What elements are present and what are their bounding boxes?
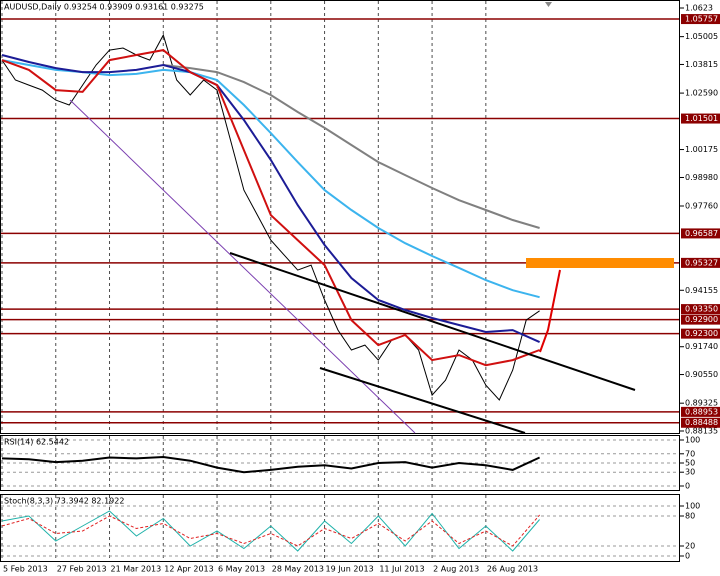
level-label-bg bbox=[681, 228, 720, 239]
channel-upper bbox=[229, 252, 636, 391]
y-tick-label: 70 bbox=[685, 449, 695, 458]
y-tick-label: 30 bbox=[685, 468, 695, 477]
y-tick-label: 0 bbox=[685, 482, 690, 491]
y-tick-label: 0.94155 bbox=[685, 286, 718, 295]
x-tick-label: 6 May 2013 bbox=[218, 565, 265, 574]
series-line bbox=[1, 54, 541, 344]
shift-marker bbox=[545, 2, 552, 7]
level-label-bg bbox=[681, 304, 720, 315]
series-line bbox=[163, 64, 540, 229]
main-panel bbox=[0, 0, 680, 434]
y-tick-label: 0 bbox=[685, 552, 690, 561]
target-zone bbox=[526, 258, 674, 268]
y-tick-label: 1.0623 bbox=[685, 4, 713, 13]
level-label: 0.96587 bbox=[685, 229, 718, 238]
x-tick-label: 28 May 2013 bbox=[272, 565, 324, 574]
level-label: 0.92900 bbox=[685, 315, 718, 324]
level-label-bg bbox=[681, 257, 720, 268]
level-label-bg bbox=[681, 328, 720, 339]
y-tick-label: 0.91740 bbox=[685, 342, 718, 351]
y-tick-label: 1.05005 bbox=[685, 32, 718, 41]
level-label: 1.01501 bbox=[685, 114, 718, 123]
level-label-bg bbox=[681, 14, 720, 25]
level-label: 0.93350 bbox=[685, 305, 718, 314]
y-tick-label: 1.02590 bbox=[685, 89, 718, 98]
level-label: 1.05757 bbox=[685, 15, 718, 24]
x-tick-label: 21 Mar 2013 bbox=[111, 565, 162, 574]
forecast-arrow bbox=[539, 269, 561, 353]
x-tick-label: 19 Jun 2013 bbox=[326, 565, 374, 574]
x-tick-label: 2 Aug 2013 bbox=[433, 565, 479, 574]
level-label-bg bbox=[681, 417, 720, 428]
level-label: 0.92300 bbox=[685, 329, 718, 338]
series-line bbox=[1, 455, 541, 474]
x-tick-label: 5 Feb 2013 bbox=[3, 565, 48, 574]
y-tick-label: 0.89325 bbox=[685, 399, 718, 408]
series-line bbox=[1, 514, 540, 547]
panel-title: Stoch(8,3,3) 73.3942 82.1922 bbox=[4, 497, 124, 506]
y-tick-label: 80 bbox=[685, 512, 695, 521]
y-tick-label: 1.03815 bbox=[685, 60, 718, 69]
panel-title: RSI(14) 62.5442 bbox=[4, 438, 69, 447]
y-tick-label: 0.98980 bbox=[685, 173, 718, 182]
y-tick-label: 0.90550 bbox=[685, 370, 718, 379]
y-tick-label: 0.88135 bbox=[685, 427, 718, 436]
channel-lower bbox=[319, 367, 526, 434]
panel-title: AUDUSD,Daily 0.93254 0.93909 0.93161 0.9… bbox=[4, 3, 204, 12]
level-label-bg bbox=[681, 406, 720, 417]
x-tick-label: 27 Feb 2013 bbox=[57, 565, 107, 574]
level-label: 0.88488 bbox=[685, 418, 718, 427]
level-label: 0.95327 bbox=[685, 258, 718, 267]
series-line bbox=[1, 510, 540, 552]
level-label: 0.88953 bbox=[685, 407, 718, 416]
y-tick-label: 100 bbox=[685, 502, 700, 511]
x-tick-label: 12 Apr 2013 bbox=[164, 565, 213, 574]
y-tick-label: 100 bbox=[685, 436, 700, 445]
trend-line bbox=[69, 99, 416, 434]
y-tick-label: 0.97760 bbox=[685, 202, 718, 211]
drawn-objects bbox=[69, 2, 674, 434]
x-tick-label: 11 Jul 2013 bbox=[379, 565, 424, 574]
series-line bbox=[1, 49, 540, 367]
level-label-bg bbox=[681, 113, 720, 124]
y-tick-label: 1.00175 bbox=[685, 145, 718, 154]
level-label-bg bbox=[681, 314, 720, 325]
x-tick-label: 26 Aug 2013 bbox=[487, 565, 538, 574]
y-tick-label: 20 bbox=[685, 542, 695, 551]
y-tick-label: 50 bbox=[685, 459, 695, 468]
